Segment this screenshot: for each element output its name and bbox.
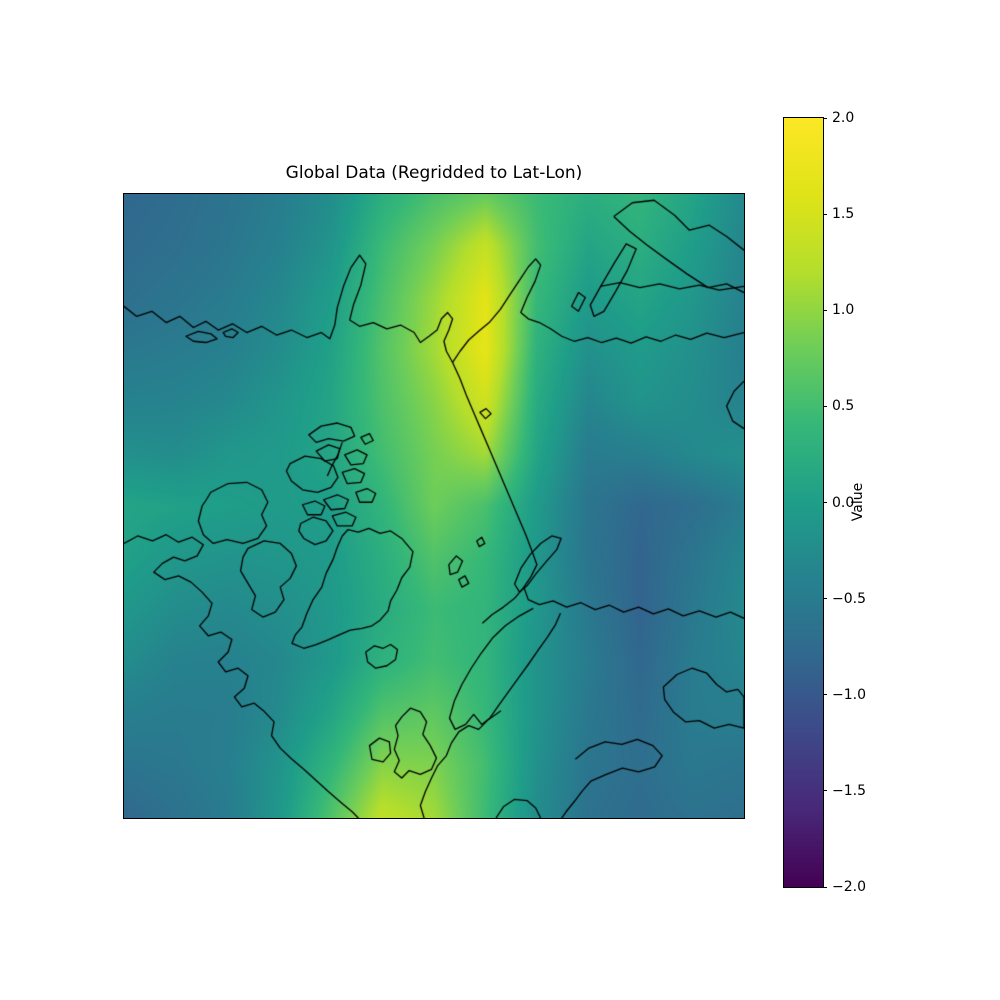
colorbar-tick-label: 1.0 (832, 302, 855, 319)
colorbar-tick-mark (823, 694, 827, 696)
colorbar-axis-label: Value (850, 482, 866, 522)
colorbar-tick-mark (823, 502, 827, 503)
colorbar-tick-mark (823, 213, 827, 215)
colorbar-gradient-canvas (784, 118, 823, 887)
colorbar-tick-label: 0.5 (832, 398, 855, 415)
colorbar-tick-label: 1.5 (832, 206, 855, 223)
plot-title: Global Data (Regridded to Lat-Lon) (285, 163, 583, 183)
colorbar-tick-mark (823, 117, 827, 119)
colorbar-tick-label: −2.0 (832, 879, 866, 895)
colorbar-frame (783, 117, 824, 888)
colorbar-tick-mark (823, 598, 827, 600)
colorbar-tick-label: −0.5 (832, 590, 866, 607)
colorbar-tick-mark (823, 886, 827, 888)
colorbar-tick-mark (823, 405, 827, 407)
map-heatmap-canvas (124, 194, 744, 818)
colorbar-tick-label: −1.0 (832, 686, 866, 703)
colorbar-tick-label: −1.5 (832, 782, 866, 799)
colorbar-tick-label: 0.0 (832, 494, 855, 511)
colorbar-tick-mark (823, 309, 827, 311)
colorbar-tick-label: 2.0 (832, 110, 855, 126)
colorbar-tick-mark (823, 790, 827, 792)
map-frame (123, 193, 745, 819)
